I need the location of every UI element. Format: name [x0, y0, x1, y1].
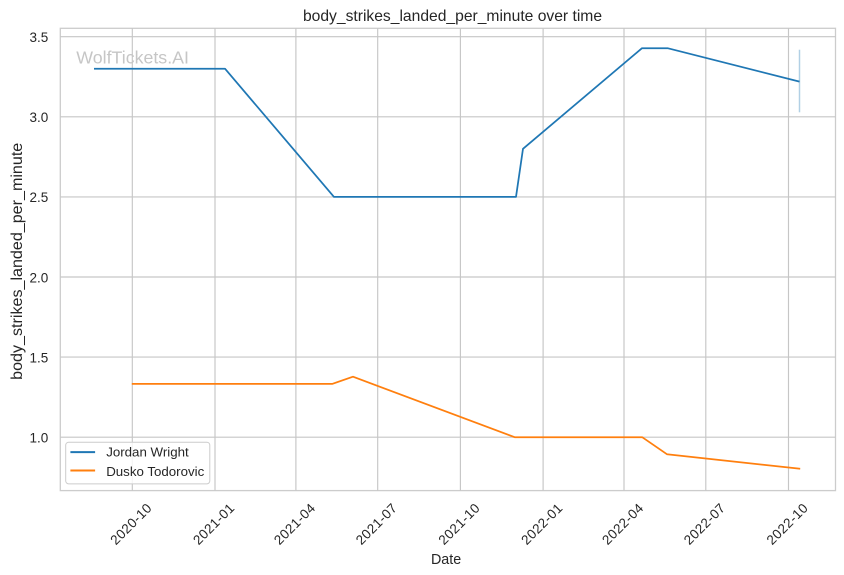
svg-text:Date: Date [431, 552, 461, 568]
svg-text:1.0: 1.0 [30, 431, 49, 446]
svg-text:3.0: 3.0 [30, 110, 49, 125]
svg-text:1.5: 1.5 [30, 350, 49, 365]
svg-text:Jordan Wright: Jordan Wright [106, 444, 189, 459]
svg-text:body_strikes_landed_per_minute: body_strikes_landed_per_minute over time [303, 8, 602, 25]
svg-text:body_strikes_landed_per_minute: body_strikes_landed_per_minute [8, 143, 26, 380]
svg-text:2.5: 2.5 [30, 190, 49, 205]
svg-text:3.5: 3.5 [30, 30, 49, 45]
svg-text:2.0: 2.0 [30, 270, 49, 285]
svg-text:WolfTickets.AI: WolfTickets.AI [76, 48, 189, 68]
svg-text:Dusko Todorovic: Dusko Todorovic [106, 464, 204, 479]
